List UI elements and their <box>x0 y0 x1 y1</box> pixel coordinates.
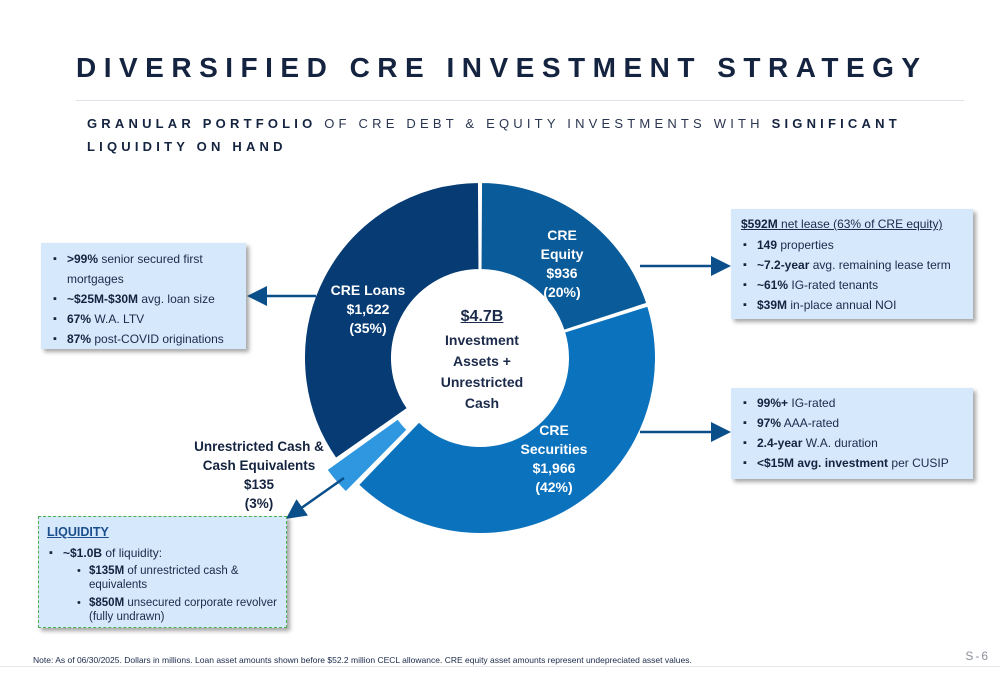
loans-pct-label: (35%) <box>349 320 387 336</box>
page-title: DIVERSIFIED CRE INVESTMENT STRATEGY <box>76 52 928 83</box>
securities-slice-label: CRE Securities $1,966 (42%) <box>506 421 602 497</box>
securities-label-line1: CRE <box>539 422 569 438</box>
cash-value-label: $135 <box>243 477 275 492</box>
equity-box-header: $592M net lease (63% of CRE equity) <box>741 215 963 233</box>
list-item: 97% AAA-rated <box>741 413 963 433</box>
arrow-to-liquidity-box <box>285 476 345 519</box>
list-item-bold: 149 <box>757 238 778 252</box>
list-item-text: W.A. LTV <box>91 312 145 326</box>
loans-slice-label: CRE Loans $1,622 (35%) <box>320 281 416 338</box>
page-subtitle: GRANULAR PORTFOLIO OF CRE DEBT & EQUITY … <box>87 112 967 158</box>
list-item-text: of unrestricted cash & equivalents <box>89 565 239 591</box>
cash-pct-label: (3%) <box>244 496 274 511</box>
list-item-bold: ~$1.0B <box>63 546 103 560</box>
list-item: $39M in-place annual NOI <box>741 295 963 315</box>
loans-label-line1: CRE Loans <box>330 282 406 298</box>
list-item-bold: 2.4-year <box>757 436 803 450</box>
subtitle-text: OF CRE DEBT & EQUITY INVESTMENTS WITH <box>316 116 772 131</box>
subtitle-bold-1: GRANULAR PORTFOLIO <box>87 116 317 131</box>
equity-header-bold: $592M <box>741 217 778 231</box>
footer-divider <box>0 666 1000 667</box>
list-item-text: properties <box>777 238 834 252</box>
donut-slice-cre-securities <box>356 304 657 535</box>
donut-center-label: $4.7B Investment Assets + Unrestricted C… <box>426 306 538 414</box>
list-item: <$15M avg. investment per CUSIP <box>741 453 963 473</box>
list-item: 99%+ IG-rated <box>741 393 963 413</box>
list-item-bold: $850M <box>89 597 125 609</box>
securities-detail-box: 99%+ IG-rated 97% AAA-rated 2.4-year W.A… <box>731 388 973 479</box>
loans-detail-list: >99% senior secured first mortgages ~$25… <box>51 249 236 349</box>
equity-value-label: $936 <box>546 265 578 281</box>
cash-slice-label: Unrestricted Cash & Cash Equivalents $13… <box>183 437 335 513</box>
list-item-bold: >99% <box>67 252 99 266</box>
list-item: 87% post-COVID originations <box>51 329 236 349</box>
donut-slice-cre-loans <box>303 180 481 461</box>
equity-slice-label: CRE Equity $936 (20%) <box>524 226 600 302</box>
cash-label-line1: Unrestricted Cash & <box>194 439 324 454</box>
title-divider <box>76 100 964 101</box>
list-item: ~$25M-$30M avg. loan size <box>51 289 236 309</box>
equity-detail-box: $592M net lease (63% of CRE equity) 149 … <box>731 209 973 319</box>
center-text: Investment Assets + Unrestricted Cash <box>440 332 524 411</box>
list-item: $135M of unrestricted cash & equivalents <box>63 564 278 592</box>
footnote: Note: As of 06/30/2025. Dollars in milli… <box>33 655 692 665</box>
donut-slice-cre-equity <box>479 180 649 333</box>
donut-slices <box>303 180 657 535</box>
list-item: 2.4-year W.A. duration <box>741 433 963 453</box>
equity-label-line2: Equity <box>540 246 584 262</box>
list-item-bold: <$15M avg. investment <box>757 456 889 470</box>
loans-value-label: $1,622 <box>346 301 390 317</box>
list-item-bold: ~$25M-$30M <box>67 292 139 306</box>
list-item-text: in-place annual NOI <box>787 298 897 312</box>
equity-detail-list: 149 properties ~7.2-year avg. remaining … <box>741 235 963 315</box>
securities-pct-label: (42%) <box>535 479 573 495</box>
page-number: S-6 <box>965 649 990 663</box>
list-item-text: W.A. duration <box>802 436 878 450</box>
equity-pct-label: (20%) <box>543 284 581 300</box>
liquidity-list: ~$1.0B of liquidity: $135M of unrestrict… <box>47 543 278 624</box>
list-item-text: IG-rated <box>788 396 836 410</box>
list-item-bold: 67% <box>67 312 92 326</box>
securities-detail-list: 99%+ IG-rated 97% AAA-rated 2.4-year W.A… <box>741 393 963 473</box>
equity-header-text: net lease (63% of CRE equity) <box>777 217 943 231</box>
callout-arrows <box>247 256 731 519</box>
list-item-bold: 99%+ <box>757 396 789 410</box>
list-item-text: unsecured corporate revolver (fully undr… <box>89 597 277 623</box>
list-item: 149 properties <box>741 235 963 255</box>
list-item-text: of liquidity: <box>102 546 163 560</box>
list-item: $850M unsecured corporate revolver (full… <box>63 596 278 624</box>
center-amount: $4.7B <box>460 308 504 325</box>
securities-value-label: $1,966 <box>532 460 576 476</box>
equity-label-line1: CRE <box>547 227 577 243</box>
list-item-bold: $39M <box>757 298 788 312</box>
list-item: >99% senior secured first mortgages <box>51 249 236 289</box>
list-item: ~$1.0B of liquidity: $135M of unrestrict… <box>47 543 278 624</box>
list-item: ~61% IG-rated tenants <box>741 275 963 295</box>
list-item: 67% W.A. LTV <box>51 309 236 329</box>
loans-detail-box: >99% senior secured first mortgages ~$25… <box>41 243 246 349</box>
cash-label-line2: Cash Equivalents <box>202 458 316 473</box>
liquidity-sub-list: $135M of unrestricted cash & equivalents… <box>63 564 278 624</box>
list-item-bold: $135M <box>89 565 125 577</box>
donut-slice-unrestricted-cash-cash-equivalents <box>324 417 410 494</box>
list-item-text: per CUSIP <box>888 456 949 470</box>
list-item-bold: 87% <box>67 332 92 346</box>
list-item-text: IG-rated tenants <box>788 278 879 292</box>
list-item-bold: 97% <box>757 416 782 430</box>
liquidity-box: LIQUIDITY ~$1.0B of liquidity: $135M of … <box>38 516 287 628</box>
list-item-bold: ~7.2-year <box>757 258 810 272</box>
list-item-text: senior secured first mortgages <box>67 252 203 286</box>
liquidity-header: LIQUIDITY <box>47 525 109 539</box>
list-item-text: AAA-rated <box>781 416 840 430</box>
list-item-bold: ~61% <box>757 278 789 292</box>
list-item-text: avg. remaining lease term <box>809 258 951 272</box>
list-item-text: avg. loan size <box>138 292 215 306</box>
list-item: ~7.2-year avg. remaining lease term <box>741 255 963 275</box>
subtitle-bold-2: SIGNIFICANT LIQUIDITY ON HAND <box>87 116 901 154</box>
securities-label-line2: Securities <box>520 441 588 457</box>
list-item-text: post-COVID originations <box>91 332 224 346</box>
